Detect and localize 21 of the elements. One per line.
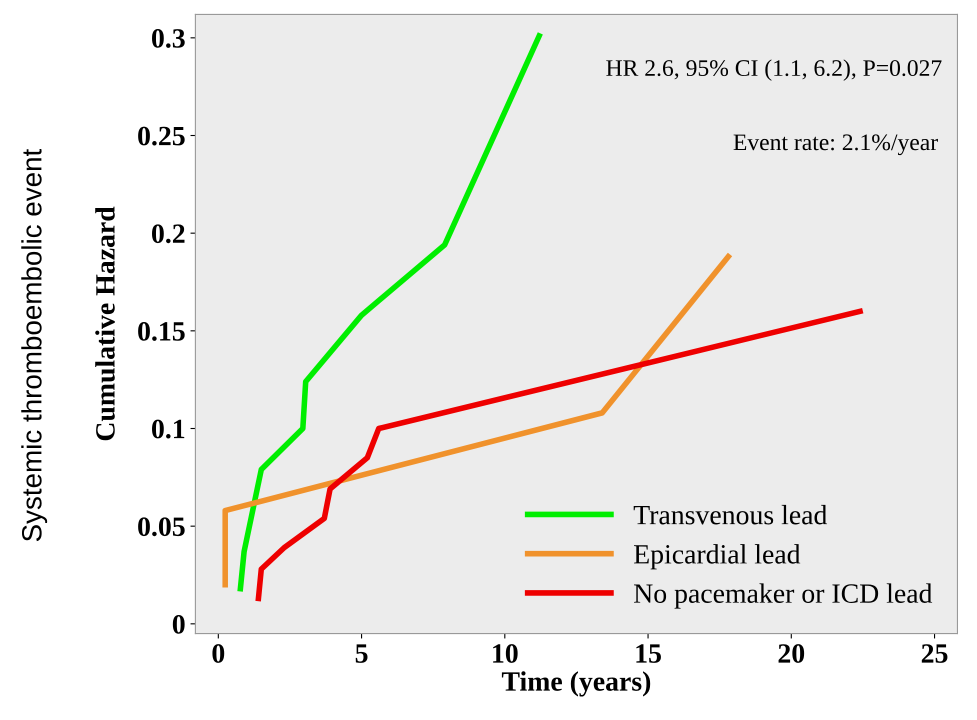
annotation: Event rate: 2.1%/year bbox=[734, 134, 938, 156]
x-tick-label: 5 bbox=[356, 644, 368, 663]
legend-label: Transvenous lead bbox=[634, 504, 828, 524]
x-tick-label: 15 bbox=[636, 644, 661, 663]
y-tick-label: 0.05 bbox=[138, 517, 185, 536]
text: Systemic thromboembolic event bbox=[21, 148, 48, 542]
annotation: HR 2.6, 95% CI (1.1, 6.2), P=0.027 bbox=[606, 59, 942, 81]
x-tick-label: 0 bbox=[212, 644, 224, 663]
x-tick-label: 10 bbox=[493, 644, 518, 663]
y-tick-label: 0 bbox=[172, 615, 185, 634]
y-tick-label: 0.1 bbox=[152, 420, 184, 439]
y-tick-label: 0.25 bbox=[138, 126, 185, 146]
x-tick-label: 20 bbox=[778, 644, 804, 663]
y-tick-label: 0.15 bbox=[138, 322, 185, 341]
legend-label: Epicardial lead bbox=[634, 544, 800, 570]
x-axis-title: Time (years) bbox=[502, 671, 650, 697]
legend-label: No pacemaker or ICD lead bbox=[634, 583, 932, 609]
x-tick-label: 25 bbox=[922, 644, 948, 663]
y-tick-label: 0.2 bbox=[152, 224, 184, 244]
y-axis-title: Cumulative Hazard bbox=[95, 206, 115, 440]
y-tick-label: 0.3 bbox=[152, 29, 185, 48]
